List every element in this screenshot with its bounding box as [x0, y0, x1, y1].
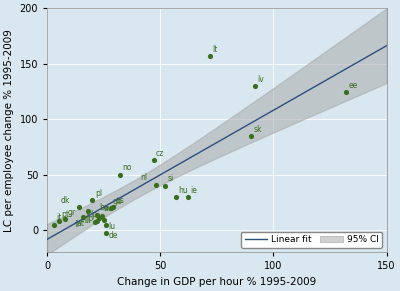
Point — [153, 182, 159, 187]
Text: si: si — [167, 175, 173, 183]
Legend: Linear fit, 95% CI: Linear fit, 95% CI — [241, 232, 382, 248]
Text: pt: pt — [61, 210, 69, 219]
Point — [150, 158, 157, 162]
Point — [62, 217, 68, 221]
Text: lp: lp — [90, 210, 97, 219]
Text: ie: ie — [190, 186, 197, 195]
Y-axis label: LC per employee change % 1995-2009: LC per employee change % 1995-2009 — [4, 29, 14, 232]
Point — [101, 218, 107, 222]
Point — [89, 198, 96, 203]
Point — [85, 209, 91, 214]
Point — [103, 231, 109, 236]
Text: sk: sk — [253, 125, 262, 134]
Text: nl: nl — [81, 216, 88, 225]
Point — [96, 216, 102, 220]
Point — [76, 205, 82, 209]
Point — [80, 214, 87, 219]
Text: dk: dk — [61, 196, 70, 205]
Text: gr: gr — [68, 208, 76, 217]
Text: fi: fi — [86, 209, 91, 218]
Text: hu: hu — [178, 186, 188, 195]
Text: lv: lv — [258, 74, 264, 84]
Text: de: de — [108, 231, 118, 240]
Point — [343, 90, 349, 95]
Text: gb: gb — [113, 197, 123, 206]
Text: cz: cz — [156, 149, 164, 158]
Text: lu: lu — [108, 222, 116, 231]
Point — [207, 54, 213, 58]
Text: us: us — [115, 196, 124, 205]
Text: pl: pl — [95, 189, 102, 198]
Text: jp: jp — [86, 214, 93, 223]
Point — [248, 134, 254, 138]
Point — [110, 205, 116, 209]
Text: fr: fr — [74, 220, 80, 229]
Point — [252, 84, 258, 88]
Point — [162, 183, 168, 188]
Text: at: at — [77, 219, 84, 228]
Text: it: it — [56, 213, 62, 222]
Point — [51, 222, 57, 227]
Text: au: au — [104, 204, 114, 213]
Text: ee: ee — [348, 81, 357, 90]
Point — [107, 205, 114, 210]
Point — [94, 219, 100, 223]
Point — [55, 219, 62, 223]
Text: be: be — [99, 203, 109, 212]
Text: no: no — [122, 163, 132, 172]
Text: lt: lt — [212, 45, 218, 54]
Point — [116, 172, 123, 177]
Point — [98, 213, 105, 218]
Point — [184, 194, 191, 199]
Point — [173, 194, 179, 199]
Point — [94, 212, 100, 217]
Point — [103, 222, 109, 227]
X-axis label: Change in GDP per hour % 1995-2009: Change in GDP per hour % 1995-2009 — [117, 277, 316, 287]
Point — [92, 220, 98, 225]
Text: nl: nl — [140, 173, 147, 182]
